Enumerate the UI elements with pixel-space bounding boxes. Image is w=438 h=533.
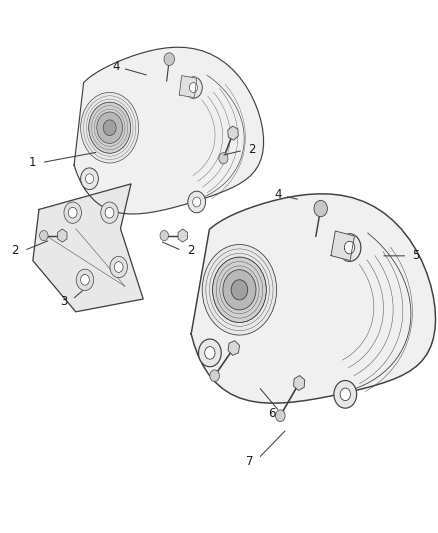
Circle shape [110,256,127,278]
Circle shape [314,200,327,217]
Circle shape [212,257,266,322]
Polygon shape [331,231,354,261]
Circle shape [164,53,174,66]
Text: 2: 2 [11,244,19,257]
Circle shape [223,270,256,310]
Circle shape [85,174,94,184]
Circle shape [89,102,131,153]
Text: 3: 3 [60,295,67,308]
Text: 6: 6 [268,407,276,419]
Circle shape [105,207,114,218]
Circle shape [101,202,118,223]
Circle shape [81,92,139,163]
Circle shape [160,230,169,241]
Circle shape [114,262,123,272]
Text: 4: 4 [274,188,282,201]
Circle shape [97,112,123,143]
Circle shape [81,274,89,285]
Circle shape [344,241,355,254]
Circle shape [193,197,201,207]
Polygon shape [191,194,435,403]
Circle shape [210,370,219,382]
Circle shape [219,153,228,164]
Circle shape [198,339,221,367]
Circle shape [231,280,248,300]
Text: 5: 5 [413,249,420,262]
Circle shape [39,230,48,241]
Circle shape [205,346,215,359]
Circle shape [202,245,277,335]
Circle shape [184,77,202,99]
Circle shape [188,191,205,213]
Circle shape [103,120,116,135]
Circle shape [340,388,350,401]
Text: 4: 4 [112,60,120,73]
Circle shape [189,83,198,92]
Polygon shape [74,47,264,214]
Circle shape [76,269,94,290]
Text: 7: 7 [246,455,254,467]
Polygon shape [180,76,197,98]
Circle shape [334,381,357,408]
Circle shape [81,168,99,190]
Circle shape [338,233,361,261]
Polygon shape [33,184,143,312]
Circle shape [276,410,285,422]
Circle shape [64,202,81,223]
Text: 2: 2 [187,244,194,257]
Text: 1: 1 [29,156,37,169]
Text: 2: 2 [248,143,256,156]
Circle shape [68,207,77,218]
